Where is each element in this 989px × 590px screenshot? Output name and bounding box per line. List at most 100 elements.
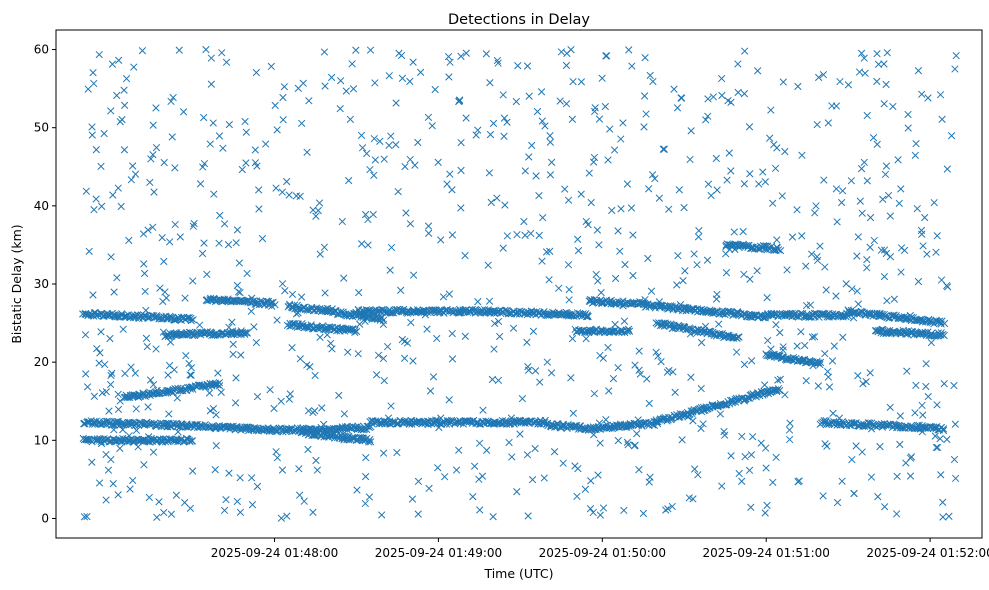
data-point <box>921 423 929 432</box>
data-point <box>537 88 546 96</box>
data-point <box>776 246 785 255</box>
data-point <box>220 220 229 228</box>
data-point <box>842 280 850 288</box>
data-point <box>80 513 89 521</box>
data-point <box>687 373 695 381</box>
data-point <box>690 465 699 473</box>
data-point <box>577 190 585 198</box>
data-point <box>187 364 196 372</box>
data-point <box>523 338 531 346</box>
data-point <box>574 235 582 243</box>
data-point <box>153 513 161 521</box>
data-point <box>546 171 555 179</box>
data-point <box>587 198 595 207</box>
data-point <box>461 332 469 340</box>
data-point <box>779 78 787 86</box>
data-point <box>170 329 178 338</box>
data-point <box>848 285 856 293</box>
data-point <box>353 486 361 494</box>
data-point <box>545 276 553 284</box>
data-point <box>654 420 662 428</box>
data-point <box>933 443 942 452</box>
data-point <box>593 226 602 234</box>
y-tick-label: 20 <box>34 355 49 369</box>
data-point <box>248 501 257 509</box>
data-point <box>242 128 250 136</box>
y-tick-label: 60 <box>34 43 49 57</box>
data-point <box>880 272 889 281</box>
data-point <box>837 198 846 207</box>
data-point <box>371 156 379 164</box>
data-point <box>272 184 280 192</box>
data-point <box>715 320 723 328</box>
data-point <box>870 236 878 245</box>
data-point <box>848 455 856 464</box>
data-point <box>210 190 218 198</box>
data-point <box>380 376 388 385</box>
data-point <box>344 348 352 356</box>
data-point <box>92 195 100 203</box>
data-point <box>850 489 858 498</box>
data-point <box>102 388 111 396</box>
data-point <box>694 471 702 479</box>
data-point <box>697 338 706 347</box>
data-point <box>546 132 554 140</box>
data-point <box>798 151 806 159</box>
data-point <box>189 222 198 230</box>
data-point <box>119 325 127 333</box>
data-point <box>295 465 303 473</box>
data-point <box>138 47 147 55</box>
data-point <box>247 307 255 315</box>
data-point <box>401 162 409 171</box>
data-point <box>584 312 592 321</box>
data-point <box>266 386 274 394</box>
y-tick-label: 10 <box>34 433 49 447</box>
data-point <box>819 70 828 79</box>
data-point <box>601 102 609 111</box>
data-point <box>716 410 725 418</box>
data-point <box>366 435 374 444</box>
data-point <box>836 77 844 86</box>
data-point <box>372 371 381 379</box>
data-point <box>379 449 388 457</box>
data-point <box>562 100 571 108</box>
data-point <box>505 438 513 447</box>
data-point <box>513 417 522 425</box>
data-point <box>620 506 628 515</box>
data-point <box>472 131 480 139</box>
data-point <box>261 140 270 148</box>
data-point <box>114 491 122 499</box>
data-point <box>159 297 167 306</box>
data-point <box>474 126 482 134</box>
data-point <box>516 430 524 438</box>
data-point <box>524 512 532 520</box>
data-point <box>435 306 444 314</box>
data-point <box>863 111 871 120</box>
data-point <box>409 271 418 279</box>
data-point <box>649 77 657 86</box>
data-point <box>416 68 425 76</box>
data-point <box>529 327 538 335</box>
data-point <box>280 83 289 91</box>
data-point <box>671 388 679 396</box>
data-point <box>214 369 222 377</box>
data-point <box>298 119 306 127</box>
data-point <box>723 176 731 184</box>
data-point <box>939 425 948 433</box>
data-point <box>873 77 881 86</box>
y-tick-label: 50 <box>34 121 49 135</box>
data-point <box>858 209 866 217</box>
data-point <box>514 62 522 70</box>
data-point <box>129 162 137 170</box>
data-point <box>523 62 532 70</box>
data-point <box>401 418 409 426</box>
data-point <box>440 473 449 481</box>
data-point <box>741 452 749 461</box>
data-point <box>761 509 769 517</box>
data-point <box>686 155 694 164</box>
data-point <box>907 422 915 430</box>
data-point <box>165 410 173 418</box>
data-point <box>409 58 417 66</box>
data-point <box>457 166 465 175</box>
data-point <box>763 294 771 302</box>
